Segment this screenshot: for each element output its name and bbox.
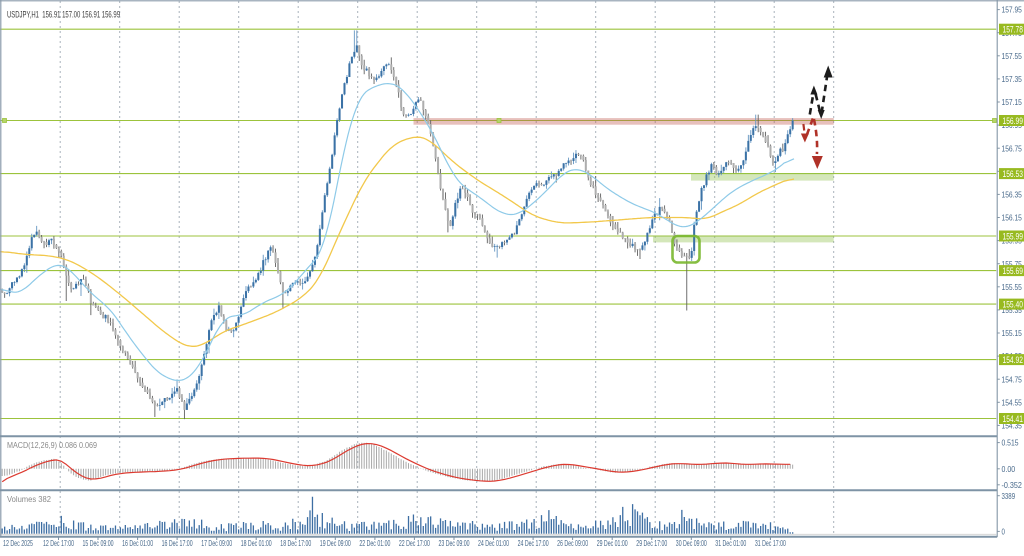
svg-text:154.92: 154.92 xyxy=(1003,355,1023,365)
svg-text:17 Dec 09:00: 17 Dec 09:00 xyxy=(201,539,232,548)
svg-text:31 Dec 01:00: 31 Dec 01:00 xyxy=(715,539,746,548)
svg-text:15 Dec 09:00: 15 Dec 09:00 xyxy=(83,539,114,548)
svg-text:18 Dec 01:00: 18 Dec 01:00 xyxy=(241,539,272,548)
svg-text:12 Dec 17:00: 12 Dec 17:00 xyxy=(43,539,74,548)
svg-text:154.41: 154.41 xyxy=(1003,414,1023,424)
svg-text:24 Dec 17:00: 24 Dec 17:00 xyxy=(518,539,549,548)
svg-text:155.75: 155.75 xyxy=(1002,259,1023,269)
svg-text:29 Dec 17:00: 29 Dec 17:00 xyxy=(636,539,667,548)
svg-text:156.35: 156.35 xyxy=(1002,190,1023,200)
svg-text:154.35: 154.35 xyxy=(1002,421,1023,431)
svg-text:23 Dec 09:00: 23 Dec 09:00 xyxy=(439,539,470,548)
svg-text:16 Dec 01:00: 16 Dec 01:00 xyxy=(122,539,153,548)
svg-text:18 Dec 17:00: 18 Dec 17:00 xyxy=(280,539,311,548)
svg-text:155.40: 155.40 xyxy=(1003,300,1023,310)
svg-text:154.75: 154.75 xyxy=(1002,374,1023,384)
svg-text:12 Dec 2025: 12 Dec 2025 xyxy=(3,539,33,548)
svg-text:155.99: 155.99 xyxy=(1003,231,1023,241)
svg-text:29 Dec 01:00: 29 Dec 01:00 xyxy=(597,539,628,548)
svg-text:-0.352: -0.352 xyxy=(1002,480,1023,490)
svg-text:22 Dec 17:00: 22 Dec 17:00 xyxy=(399,539,430,548)
svg-text:157.35: 157.35 xyxy=(1002,74,1023,84)
svg-text:155.35: 155.35 xyxy=(1002,305,1023,315)
svg-text:155.55: 155.55 xyxy=(1002,282,1023,292)
svg-text:22 Dec 01:00: 22 Dec 01:00 xyxy=(359,539,390,548)
svg-text:155.69: 155.69 xyxy=(1003,266,1023,276)
svg-text:30 Dec 09:00: 30 Dec 09:00 xyxy=(676,539,707,548)
svg-text:0.515: 0.515 xyxy=(1002,438,1019,448)
svg-text:19 Dec 09:00: 19 Dec 09:00 xyxy=(320,539,351,548)
svg-text:157.95: 157.95 xyxy=(1002,5,1023,15)
svg-text:24 Dec 01:00: 24 Dec 01:00 xyxy=(478,539,509,548)
svg-text:16 Dec 17:00: 16 Dec 17:00 xyxy=(162,539,193,548)
svg-text:156.99: 156.99 xyxy=(1003,116,1023,126)
svg-text:157.15: 157.15 xyxy=(1002,97,1023,107)
svg-text:155.15: 155.15 xyxy=(1002,328,1023,338)
svg-text:26 Dec 09:00: 26 Dec 09:00 xyxy=(557,539,588,548)
svg-text:156.15: 156.15 xyxy=(1002,213,1023,223)
svg-text:157.55: 157.55 xyxy=(1002,51,1023,61)
svg-text:3389: 3389 xyxy=(1002,491,1016,501)
svg-text:31 Dec 17:00: 31 Dec 17:00 xyxy=(755,539,786,548)
svg-text:156.53: 156.53 xyxy=(1003,169,1023,179)
svg-text:USDJPY,H1 156.91 157.00 156.9: USDJPY,H1 156.91 157.00 156.91 156.99 xyxy=(7,10,120,20)
svg-text:Volumes 382: Volumes 382 xyxy=(7,494,51,504)
svg-text:157.78: 157.78 xyxy=(1003,25,1023,35)
svg-text:156.75: 156.75 xyxy=(1002,143,1023,153)
svg-text:MACD(12,26,9) 0.086 0.069: MACD(12,26,9) 0.086 0.069 xyxy=(7,440,97,450)
svg-text:154.55: 154.55 xyxy=(1002,397,1023,407)
svg-text:0.00: 0.00 xyxy=(1002,464,1016,474)
svg-text:0: 0 xyxy=(1002,527,1006,537)
